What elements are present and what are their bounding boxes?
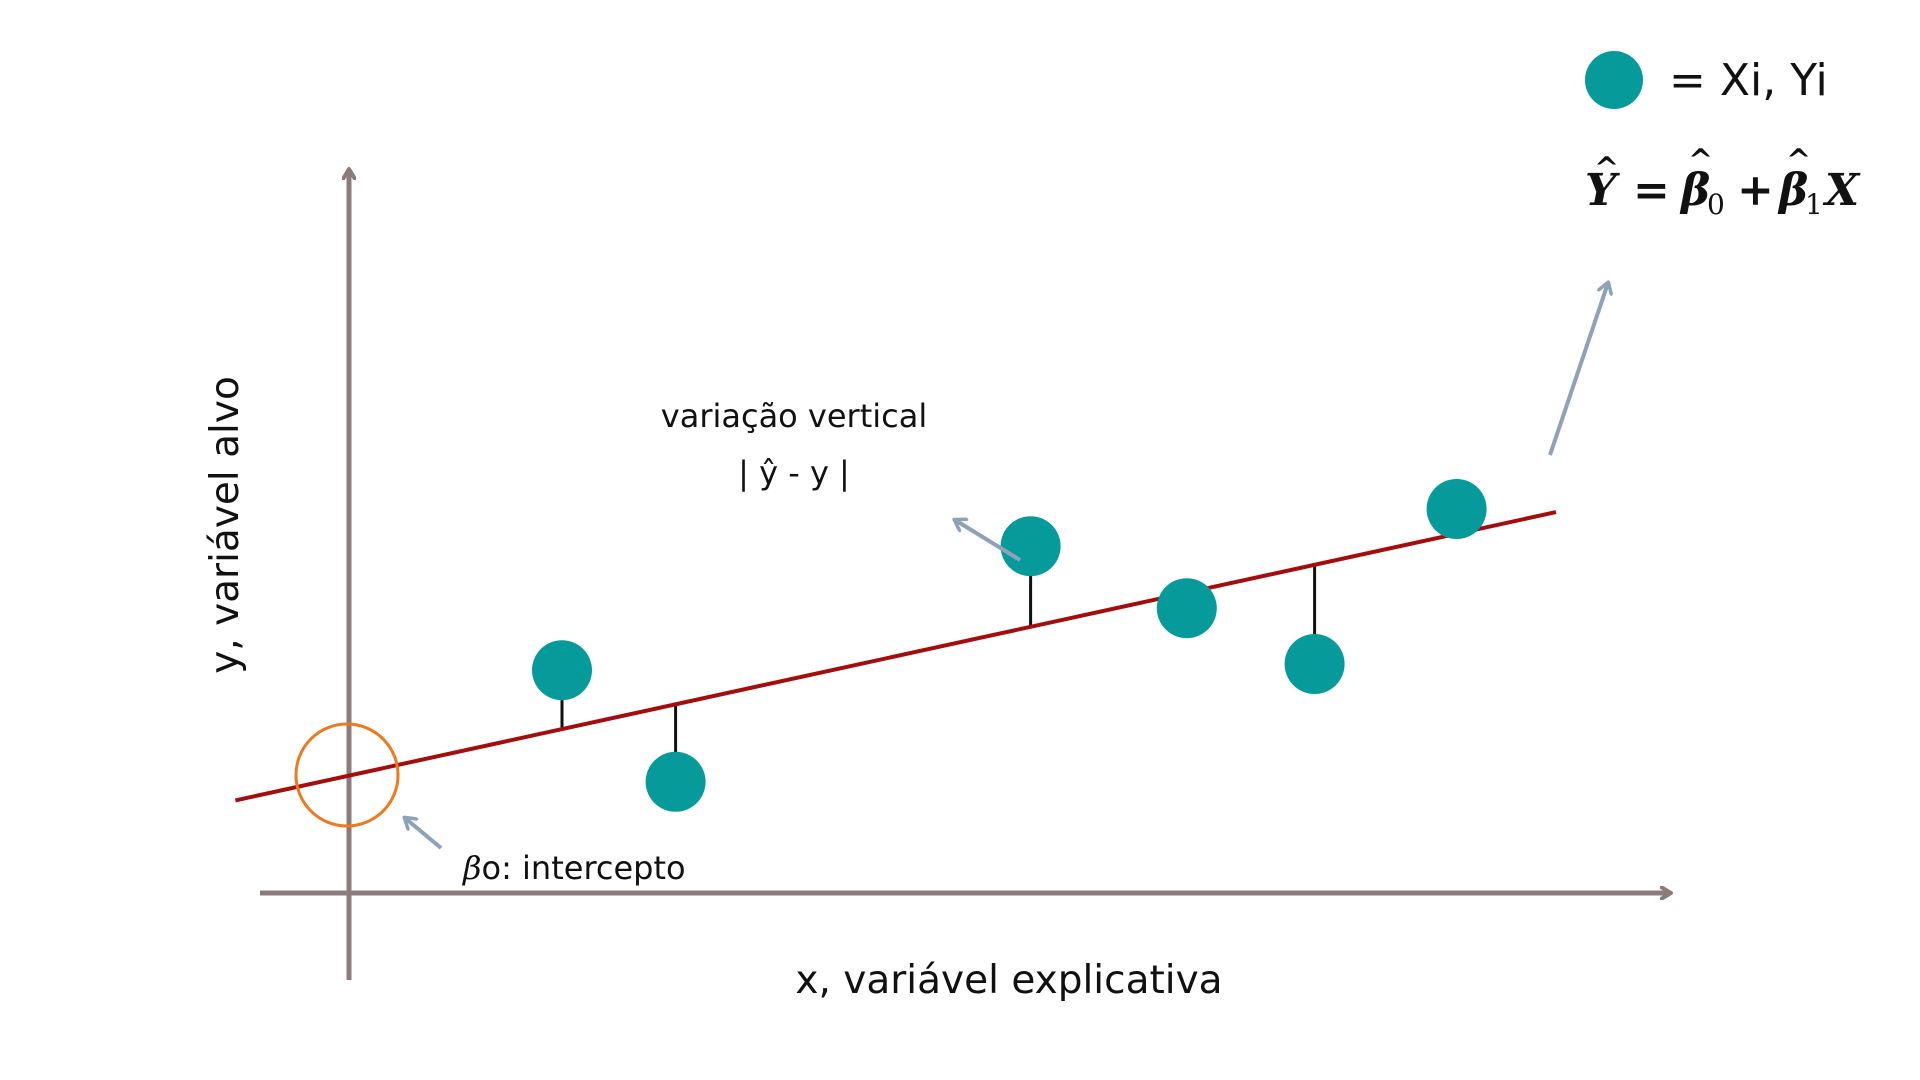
data-point: [1426, 479, 1487, 539]
data-point: [532, 640, 592, 701]
regression-line: [234, 510, 1557, 803]
data-point: [1000, 516, 1061, 577]
intercept-pointer-arrow: [405, 818, 443, 850]
regression-equation: Y ^ = β ^ 0 + β ^ 1 X: [1585, 143, 1861, 221]
intercept-circle: [294, 722, 400, 828]
data-point: [1284, 634, 1345, 694]
equation-equals: =: [1633, 165, 1670, 216]
equation-sub0: 0: [1707, 188, 1725, 221]
legend-point-icon: [1585, 51, 1643, 109]
legend-point-text: = Xi, Yi: [1669, 55, 1828, 106]
intercept-label-text: o: intercepto: [482, 849, 686, 887]
data-point: [645, 751, 706, 812]
data-points: [532, 479, 1487, 812]
equation-plus: +: [1737, 165, 1774, 216]
residual-formula: | ŷ - y |: [738, 454, 850, 492]
data-point: [1156, 578, 1217, 639]
intercept-label: βo: intercepto: [462, 849, 686, 887]
equation-beta1: β: [1777, 165, 1808, 216]
equation-y: Y: [1585, 165, 1620, 216]
equation-beta0: β: [1679, 165, 1710, 216]
equation-beta1-hat: ^: [1786, 143, 1811, 178]
equation-x: X: [1822, 165, 1861, 216]
residual-pointer-arrow: [955, 520, 1022, 562]
equation-sub1: 1: [1805, 188, 1823, 221]
intercept-beta-symbol: β: [462, 849, 482, 887]
equation-y-hat: ^: [1594, 151, 1619, 186]
equation-beta0-hat: ^: [1688, 143, 1713, 178]
y-axis-label: y, variável alvo: [203, 376, 248, 674]
equation-pointer-arrow: [1548, 283, 1608, 456]
residual-title: variação vertical: [661, 397, 927, 435]
x-axis-label: x, variável explicativa: [795, 958, 1222, 1003]
